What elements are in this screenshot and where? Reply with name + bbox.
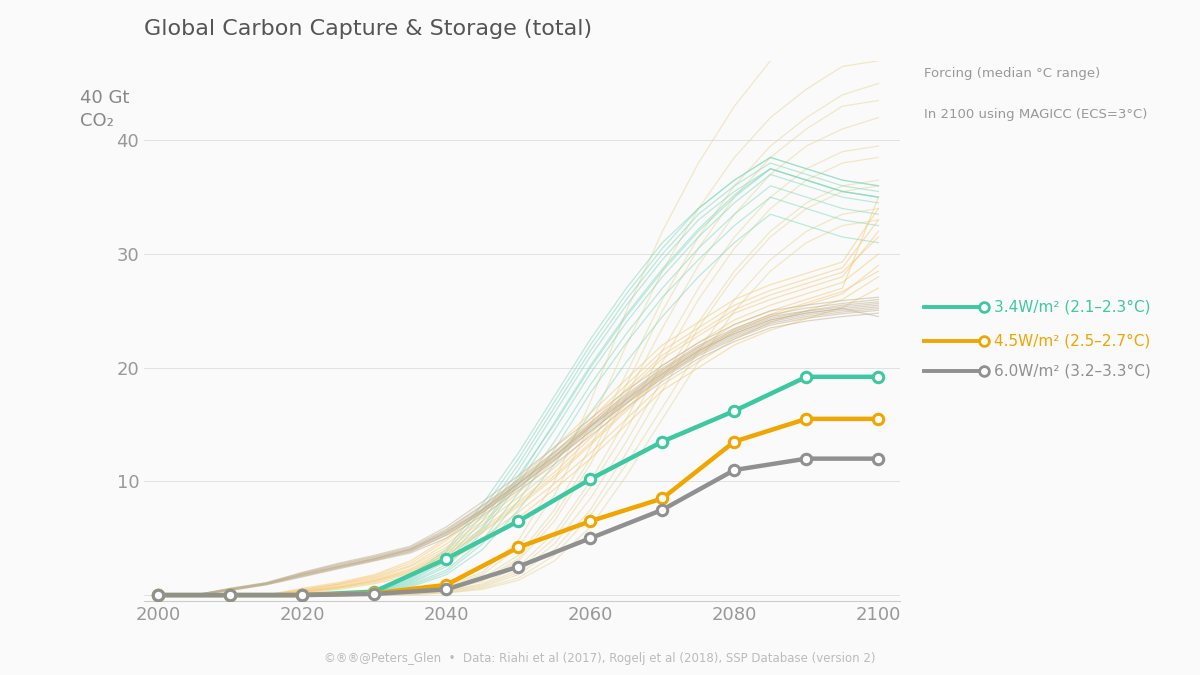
Text: 3.4W/m² (2.1–2.3°C): 3.4W/m² (2.1–2.3°C) xyxy=(994,300,1150,315)
Text: 6.0W/m² (3.2–3.3°C): 6.0W/m² (3.2–3.3°C) xyxy=(994,364,1151,379)
Text: ©®®@Peters_Glen  •  Data: Riahi et al (2017), Rogelj et al (2018), SSP Database : ©®®@Peters_Glen • Data: Riahi et al (201… xyxy=(324,652,876,665)
Text: 40 Gt
CO₂: 40 Gt CO₂ xyxy=(79,89,130,130)
Text: Forcing (median °C range): Forcing (median °C range) xyxy=(924,68,1100,80)
Text: In 2100 using MAGICC (ECS=3°C): In 2100 using MAGICC (ECS=3°C) xyxy=(924,108,1147,121)
Text: 4.5W/m² (2.5–2.7°C): 4.5W/m² (2.5–2.7°C) xyxy=(994,333,1150,348)
Text: Global Carbon Capture & Storage (total): Global Carbon Capture & Storage (total) xyxy=(144,19,592,39)
